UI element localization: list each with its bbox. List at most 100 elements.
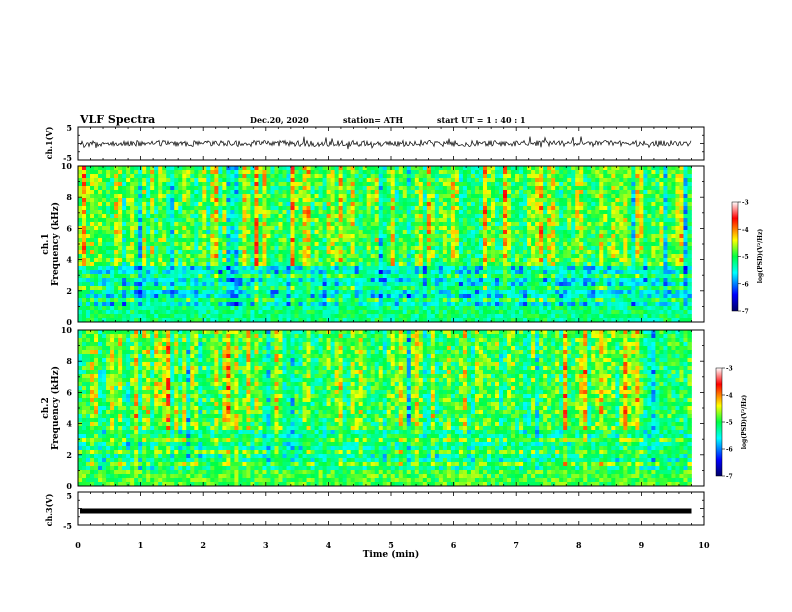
spectrogram-cell: [226, 222, 231, 227]
spectrogram-cell: [138, 250, 143, 255]
spectrogram-cell: [486, 214, 492, 219]
spectrogram-cell: [358, 178, 364, 183]
spectrogram-cell: [346, 194, 352, 199]
spectrogram-cell: [158, 190, 163, 195]
spectrogram-cell: [302, 202, 307, 207]
spectrogram-cell: [294, 274, 299, 279]
spectrogram-cell: [603, 178, 608, 183]
spectrogram-cell: [378, 214, 384, 219]
spectrogram-cell: [531, 234, 536, 239]
spectrogram-cell: [314, 166, 319, 171]
spectrogram-cell: [466, 214, 472, 219]
spectrogram-cell: [474, 226, 480, 231]
spectrogram-cell: [178, 250, 183, 255]
spectrogram-cell: [458, 210, 464, 215]
spectrogram-cell: [539, 222, 544, 227]
spectrogram-cell: [342, 246, 348, 251]
spectrogram-cell: [130, 254, 135, 259]
spectrogram-cell: [302, 262, 307, 267]
spectrogram-cell: [306, 170, 311, 175]
spectrogram-cell: [587, 270, 592, 275]
spectrogram-cell: [478, 230, 484, 235]
spectrogram-cell: [230, 218, 235, 223]
spectrogram-cell: [567, 266, 572, 271]
spectrogram-cell: [206, 230, 211, 235]
spectrogram-cell: [82, 290, 87, 295]
spectrogram-cell: [170, 226, 175, 231]
spectrogram-cell: [350, 286, 356, 291]
spectrogram-cell: [102, 262, 107, 267]
spectrogram-cell: [202, 170, 207, 175]
spectrogram-cell: [374, 246, 380, 251]
spectrogram-cell: [454, 198, 460, 203]
spectrogram-cell: [647, 198, 652, 203]
spectrogram-cell: [354, 238, 360, 243]
spectrogram-cell: [78, 282, 83, 287]
spectrogram-cell: [86, 194, 91, 199]
spectrogram-cell: [118, 194, 123, 199]
spectrogram-cell: [138, 170, 143, 175]
spectrogram-cell: [270, 178, 275, 183]
spectrogram-cell: [559, 282, 564, 287]
spectrogram-cell: [655, 250, 660, 255]
spectrogram-cell: [114, 178, 119, 183]
spectrogram-cell: [635, 254, 640, 259]
spectrogram-cell: [278, 274, 283, 279]
spectrogram-cell: [515, 190, 520, 195]
spectrogram-cell: [631, 278, 636, 283]
spectrogram-cell: [607, 282, 612, 287]
spectrogram-cell: [350, 190, 356, 195]
spectrogram-cell: [426, 250, 432, 255]
spectrogram-cell: [430, 242, 436, 247]
spectrogram-cell: [138, 186, 143, 191]
spectrogram-cell: [254, 282, 259, 287]
spectrogram-cell: [499, 254, 504, 259]
spectrogram-cell: [559, 254, 564, 259]
spectrogram-cell: [206, 258, 211, 263]
spectrogram-cell: [250, 278, 255, 283]
spectrogram-cell: [382, 266, 388, 271]
spectrogram-cell: [238, 242, 243, 247]
spectrogram-cell: [535, 190, 540, 195]
spectrogram-cell: [442, 246, 448, 251]
spectrogram-cell: [86, 238, 91, 243]
spectrogram-cell: [482, 262, 488, 267]
spectrogram-cell: [78, 210, 83, 215]
spectrogram-cell: [454, 182, 460, 187]
spectrogram-cell: [491, 210, 496, 215]
spectrogram-cell: [210, 218, 215, 223]
spectrogram-cell: [466, 174, 472, 179]
spectrogram-cell: [218, 230, 223, 235]
spectrogram-cell: [366, 262, 372, 267]
spectrogram-cell: [278, 250, 283, 255]
spectrogram-cell: [286, 210, 291, 215]
spectrogram-cell: [687, 258, 692, 263]
spectrogram-cell: [663, 182, 668, 187]
spectrogram-cell: [310, 266, 315, 271]
spectrogram-cell: [539, 262, 544, 267]
spectrogram-cell: [406, 182, 412, 187]
spectrogram-cell: [643, 174, 648, 179]
spectrogram-cell: [470, 190, 476, 195]
spectrogram-cell: [454, 266, 460, 271]
spectrogram-cell: [86, 246, 91, 251]
spectrogram-cell: [507, 282, 512, 287]
spectrogram-cell: [310, 270, 315, 275]
spectrogram-cell: [511, 226, 516, 231]
spectrogram-cell: [478, 182, 484, 187]
spectrogram-cell: [254, 194, 259, 199]
spectrogram-cell: [362, 282, 368, 287]
spectrogram-cell: [478, 266, 484, 271]
spectrogram-cell: [114, 186, 119, 191]
spectrogram-cell: [583, 166, 588, 171]
spectrogram-cell: [499, 206, 504, 211]
spectrogram-cell: [499, 166, 504, 171]
spectrogram-cell: [519, 250, 524, 255]
spectrogram-cell: [334, 186, 340, 191]
spectrogram-cell: [627, 218, 632, 223]
spectrogram-cell: [258, 238, 263, 243]
spectrogram-cell: [410, 190, 416, 195]
spectrogram-cell: [266, 218, 271, 223]
spectrogram-cell: [422, 290, 428, 295]
spectrogram-cell: [286, 282, 291, 287]
